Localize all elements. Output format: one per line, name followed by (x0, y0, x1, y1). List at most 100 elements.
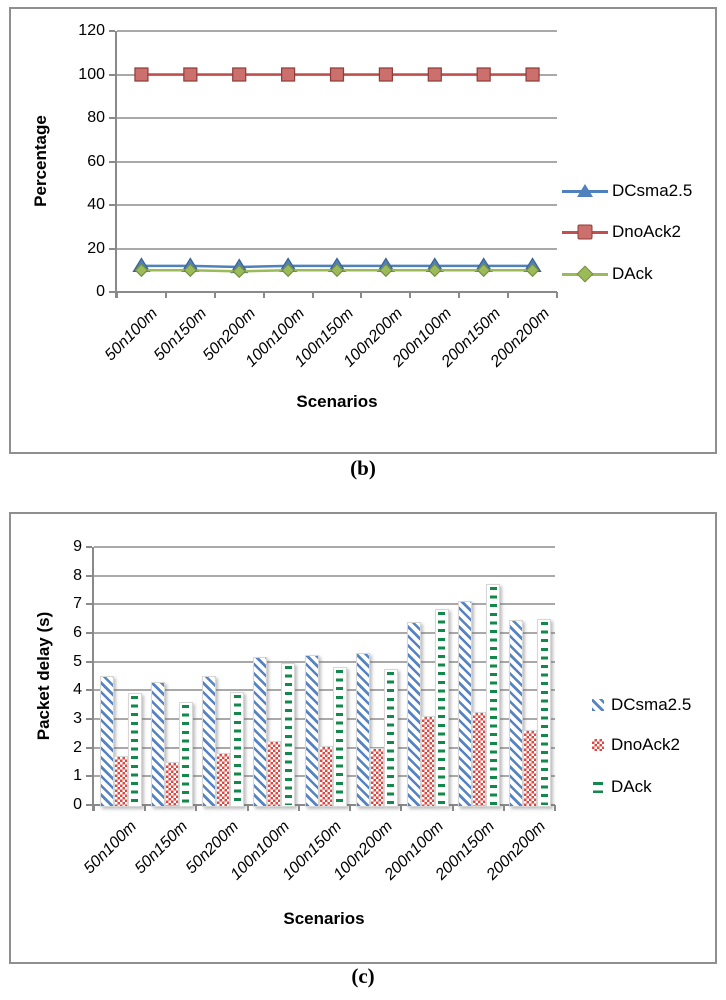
y-tick-label: 80 (87, 109, 105, 126)
legend-label: DnoAck2 (611, 735, 680, 754)
x-axis-tick (311, 292, 314, 298)
legend-line-sample-blue (562, 183, 608, 197)
y-tick-label: 100 (78, 65, 105, 83)
legend-label: DCsma2.5 (611, 695, 692, 714)
legend-item-dnoack: DnoAck2 (592, 735, 680, 755)
legend-label: DAck (611, 777, 652, 796)
square-marker (281, 67, 296, 82)
bar-DnoAck2 (369, 747, 384, 807)
bar-DnoAck2 (420, 716, 435, 807)
y-axis-tick (109, 247, 115, 250)
plot-area-line-chart: 0 20 40 60 80 100 120 50n100m 50n150m 50n200m 100n… (78, 22, 558, 370)
legend-item-dcsma: DCsma2.5 (592, 695, 691, 715)
line-series-layer (132, 67, 542, 279)
gridline (94, 718, 555, 720)
gridline (94, 603, 555, 606)
x-axis-tick (409, 292, 412, 298)
y-tick-label: 60 (87, 152, 105, 170)
y-axis-tick (86, 775, 92, 778)
bar-DnoAck2 (472, 711, 487, 807)
gridline (117, 204, 557, 206)
bar-DnoAck2 (113, 756, 128, 807)
y-tick-label: 120 (78, 22, 105, 39)
bar-DCsma2.5 (355, 653, 370, 807)
gridline (117, 117, 557, 119)
chart-panel-c: Packet delay (s) 0 1 2 3 4 5 6 7 8 9 50n100m 50n150… (9, 512, 717, 964)
gridline (94, 546, 555, 548)
y-axis-tick (86, 718, 92, 720)
square-marker (378, 67, 393, 82)
legend-item-dcsma: DCsma2.5 (562, 181, 692, 201)
y-axis-tick (86, 574, 92, 577)
diamond-marker-icon (576, 265, 594, 283)
y-axis-tick (109, 30, 115, 32)
bar-DnoAck2 (318, 746, 333, 807)
bar-DAck (537, 618, 552, 807)
y-tick-label: 0 (73, 796, 82, 813)
x-axis-tick (360, 292, 363, 298)
x-axis-tick (195, 805, 198, 811)
x-axis-tick (164, 292, 167, 298)
y-axis-tick (86, 746, 92, 749)
y-axis-line (92, 547, 94, 811)
bar-DAck (486, 584, 501, 807)
legend-label: DnoAck2 (612, 222, 681, 241)
legend-label: DCsma2.5 (612, 181, 693, 200)
square-marker (525, 67, 540, 82)
bar-DnoAck2 (164, 762, 179, 807)
x-axis-tick (262, 292, 265, 298)
y-tick-label: 3 (73, 710, 82, 727)
legend-line-sample-red (562, 224, 608, 240)
x-axis-tick (116, 292, 118, 298)
diamond-marker (525, 263, 540, 278)
bar-DAck (127, 693, 142, 807)
legend-label: DAck (612, 264, 653, 283)
y-axis-tick (86, 546, 92, 548)
y-axis-tick (109, 291, 115, 293)
square-marker (427, 67, 442, 82)
y-axis-tick (86, 632, 92, 634)
diamond-marker (232, 264, 247, 279)
x-axis-tick (213, 292, 216, 298)
diamond-marker (281, 263, 295, 278)
legend-item-dnoack: DnoAck2 (562, 222, 681, 242)
bar-DAck (281, 663, 296, 807)
x-axis-tick (556, 292, 558, 298)
y-tick-label: 7 (73, 595, 82, 613)
legend-item-dack: DAck (562, 264, 653, 284)
x-axis-tick (502, 805, 505, 811)
bar-DAck (230, 691, 245, 807)
y-axis-tick (86, 603, 92, 606)
y-axis-title-percentage: Percentage (31, 115, 50, 207)
gridline (94, 574, 555, 577)
bar-DnoAck2 (216, 753, 231, 807)
plot-area-bar-chart: 0 1 2 3 4 5 6 7 8 9 50n100m 50n150m 50n200m 100n100m 1… (73, 538, 556, 883)
diagonal-stripes-pattern-icon (592, 699, 604, 711)
diamond-marker (134, 263, 149, 278)
y-axis-tick (86, 804, 92, 806)
x-axis-tick (246, 805, 249, 811)
y-tick-label: 4 (73, 681, 82, 699)
square-marker (183, 67, 198, 82)
diamond-marker (379, 263, 393, 278)
y-axis-line (115, 31, 117, 298)
y-axis-tick (86, 660, 92, 663)
gridline (117, 160, 557, 163)
gridline (94, 660, 555, 663)
y-tick-label: 8 (73, 566, 82, 584)
legend-item-dack: DAck (592, 777, 652, 797)
bar-DCsma2.5 (406, 621, 421, 807)
figure-caption-c: (c) (351, 964, 375, 988)
legend-line-sample-green (562, 265, 608, 283)
square-marker (329, 67, 345, 82)
figure-caption-b: (b) (350, 456, 376, 480)
bar-DCsma2.5 (253, 657, 268, 807)
square-marker-icon (577, 224, 593, 240)
diamond-marker (183, 263, 198, 278)
x-axis-tick (458, 292, 461, 298)
gridline (117, 247, 557, 250)
y-axis-tick (109, 73, 115, 76)
x-axis-tick (400, 805, 403, 811)
y-tick-label: 6 (73, 624, 82, 641)
